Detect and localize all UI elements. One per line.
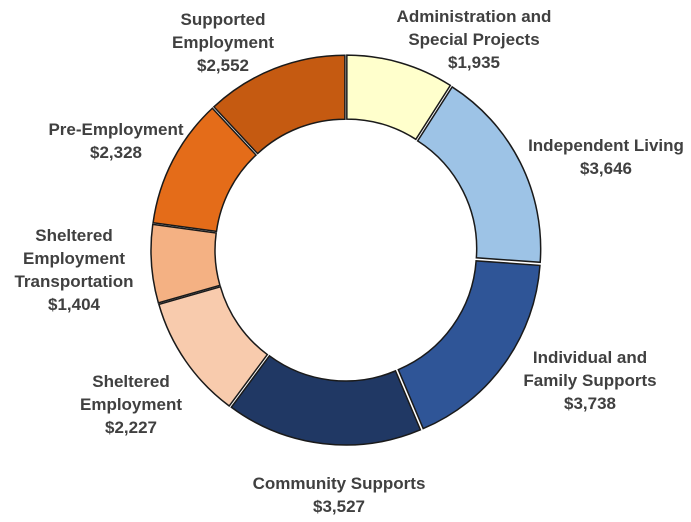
slice-name-label: Family Supports [523,371,656,390]
slice-label: Sheltered Employment $2,227 [80,372,182,437]
slice-name-label: Individual and [533,348,647,367]
slice-name-label: Employment [80,395,182,414]
slice-value-label: $2,552 [197,56,249,75]
slice-name-label: Sheltered [35,226,112,245]
slice-value-label: $1,935 [448,53,500,72]
slice-label: Supported Employment $2,552 [172,10,274,75]
slice-name-label: Transportation [14,272,133,291]
slice-label: Individual and Family Supports $3,738 [523,348,656,413]
slice-value-label: $3,646 [580,159,632,178]
donut-slice [150,223,221,304]
slice-value-label: $3,738 [564,394,616,413]
donut-slice [416,85,542,264]
slice-value-label: $1,404 [48,295,101,314]
donut-slice [397,260,541,430]
donut-slice [230,354,422,446]
slice-name-label: Supported [181,10,266,29]
slice-name-label: Pre-Employment [48,120,183,139]
slice-label: Administration and Special Projects $1,935 [397,7,552,72]
slice-label: Community Supports $3,527 [253,474,426,516]
slice-label: Independent Living $3,646 [528,136,684,178]
slice-name-label: Employment [172,33,274,52]
donut-slice [212,54,346,155]
donut-slice [152,107,258,233]
slice-value-label: $2,227 [105,418,157,437]
donut-slice [346,54,452,141]
slice-name-label: Administration and [397,7,552,26]
slice-value-label: $2,328 [90,143,142,162]
slice-name-label: Special Projects [408,30,539,49]
slice-value-label: $3,527 [313,497,365,516]
slice-name-label: Sheltered [92,372,169,391]
donut-slices [150,54,542,446]
slice-name-label: Independent Living [528,136,684,155]
slice-name-label: Community Supports [253,474,426,493]
slice-label: Pre-Employment $2,328 [48,120,183,162]
slice-label: Sheltered Employment Transportation $1,404 [14,226,133,314]
slice-name-label: Employment [23,249,125,268]
donut-slice [157,285,269,408]
slice-labels: Administration and Special Projects $1,935… [14,7,683,516]
